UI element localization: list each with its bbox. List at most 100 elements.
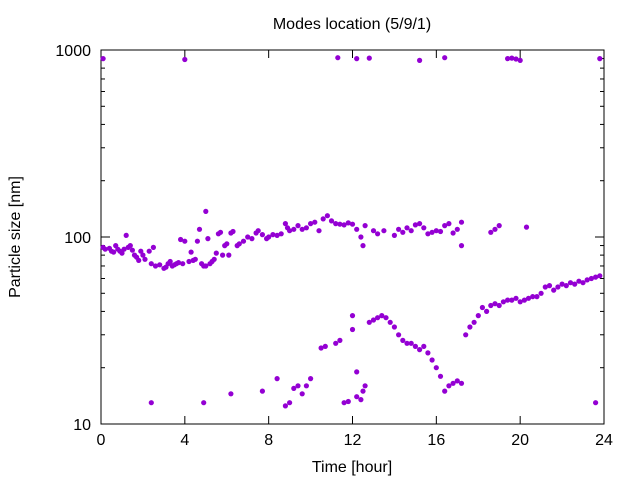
data-point [182,238,188,244]
data-point [450,380,456,386]
data-point [192,256,198,262]
data-point [274,376,280,382]
data-point [525,295,532,301]
data-point [291,226,297,232]
data-point [349,313,356,319]
data-point [421,343,427,349]
data-point [121,246,127,252]
y-tick-label: 100 [64,230,91,247]
data-point [517,299,523,305]
data-point [123,232,129,238]
data-point [366,319,372,325]
data-point [175,260,182,266]
data-point [182,56,188,63]
data-point [245,234,251,240]
data-point [362,223,368,229]
data-point [337,221,343,227]
data-point [228,391,234,397]
data-point [379,313,385,319]
data-point [421,225,427,231]
data-point [391,324,397,330]
data-point [295,383,301,389]
data-point [308,376,314,382]
data-point [458,380,465,386]
data-point [567,280,574,286]
data-point [513,295,519,301]
data-point [333,221,339,227]
data-point [417,57,423,64]
y-tick-label: 10 [73,417,91,434]
data-point [201,400,207,406]
data-point [194,238,200,244]
data-point [188,249,194,255]
x-tick-label: 0 [97,432,106,449]
data-point [366,55,372,61]
data-point [505,297,511,303]
data-point [584,277,590,283]
data-point [150,244,156,250]
data-point [142,256,148,262]
data-point [551,287,557,293]
data-point [205,236,211,242]
data-point [287,228,293,234]
data-point [463,332,469,338]
data-point [349,326,356,333]
data-point [381,228,387,234]
data-point [433,365,439,371]
data-point [291,385,297,391]
data-point [429,357,435,363]
data-point [408,228,414,234]
data-point [230,228,236,235]
data-point [354,226,360,232]
data-point [387,319,393,325]
data-point [559,281,565,287]
x-tick-label: 12 [344,432,362,449]
data-point [400,337,406,343]
data-point [509,55,515,61]
data-point [308,221,314,227]
data-point [437,373,444,379]
data-point [270,232,276,238]
data-point [274,232,280,238]
data-point [345,220,351,226]
data-point [220,252,226,258]
data-point [282,221,288,227]
data-point [312,219,318,225]
data-point [404,225,410,231]
data-point [534,294,540,300]
data-point [127,243,133,249]
data-point [295,223,301,229]
data-point [236,241,242,247]
data-point [299,391,305,397]
data-point [203,263,209,269]
data-point [316,228,322,234]
data-point [259,232,265,238]
data-point [492,226,498,232]
data-point [588,275,595,282]
data-point [370,317,377,323]
data-point [542,284,548,290]
data-point [572,281,578,287]
x-tick-label: 16 [427,432,445,449]
data-point [178,236,184,243]
data-point [360,388,366,394]
data-point [370,228,377,234]
data-point [375,231,381,237]
data-point [425,350,431,356]
data-point [303,383,309,389]
data-point [354,369,360,375]
data-point [488,302,494,309]
data-point [362,383,368,389]
data-point [320,216,326,222]
data-point [496,223,502,229]
data-point [492,301,498,307]
data-point [538,290,544,296]
data-point [500,299,506,305]
data-point [396,226,402,232]
data-point [255,228,261,234]
data-point [102,246,108,252]
data-point [341,400,347,406]
data-point [400,229,406,235]
data-point [450,230,456,236]
data-point [555,284,561,290]
